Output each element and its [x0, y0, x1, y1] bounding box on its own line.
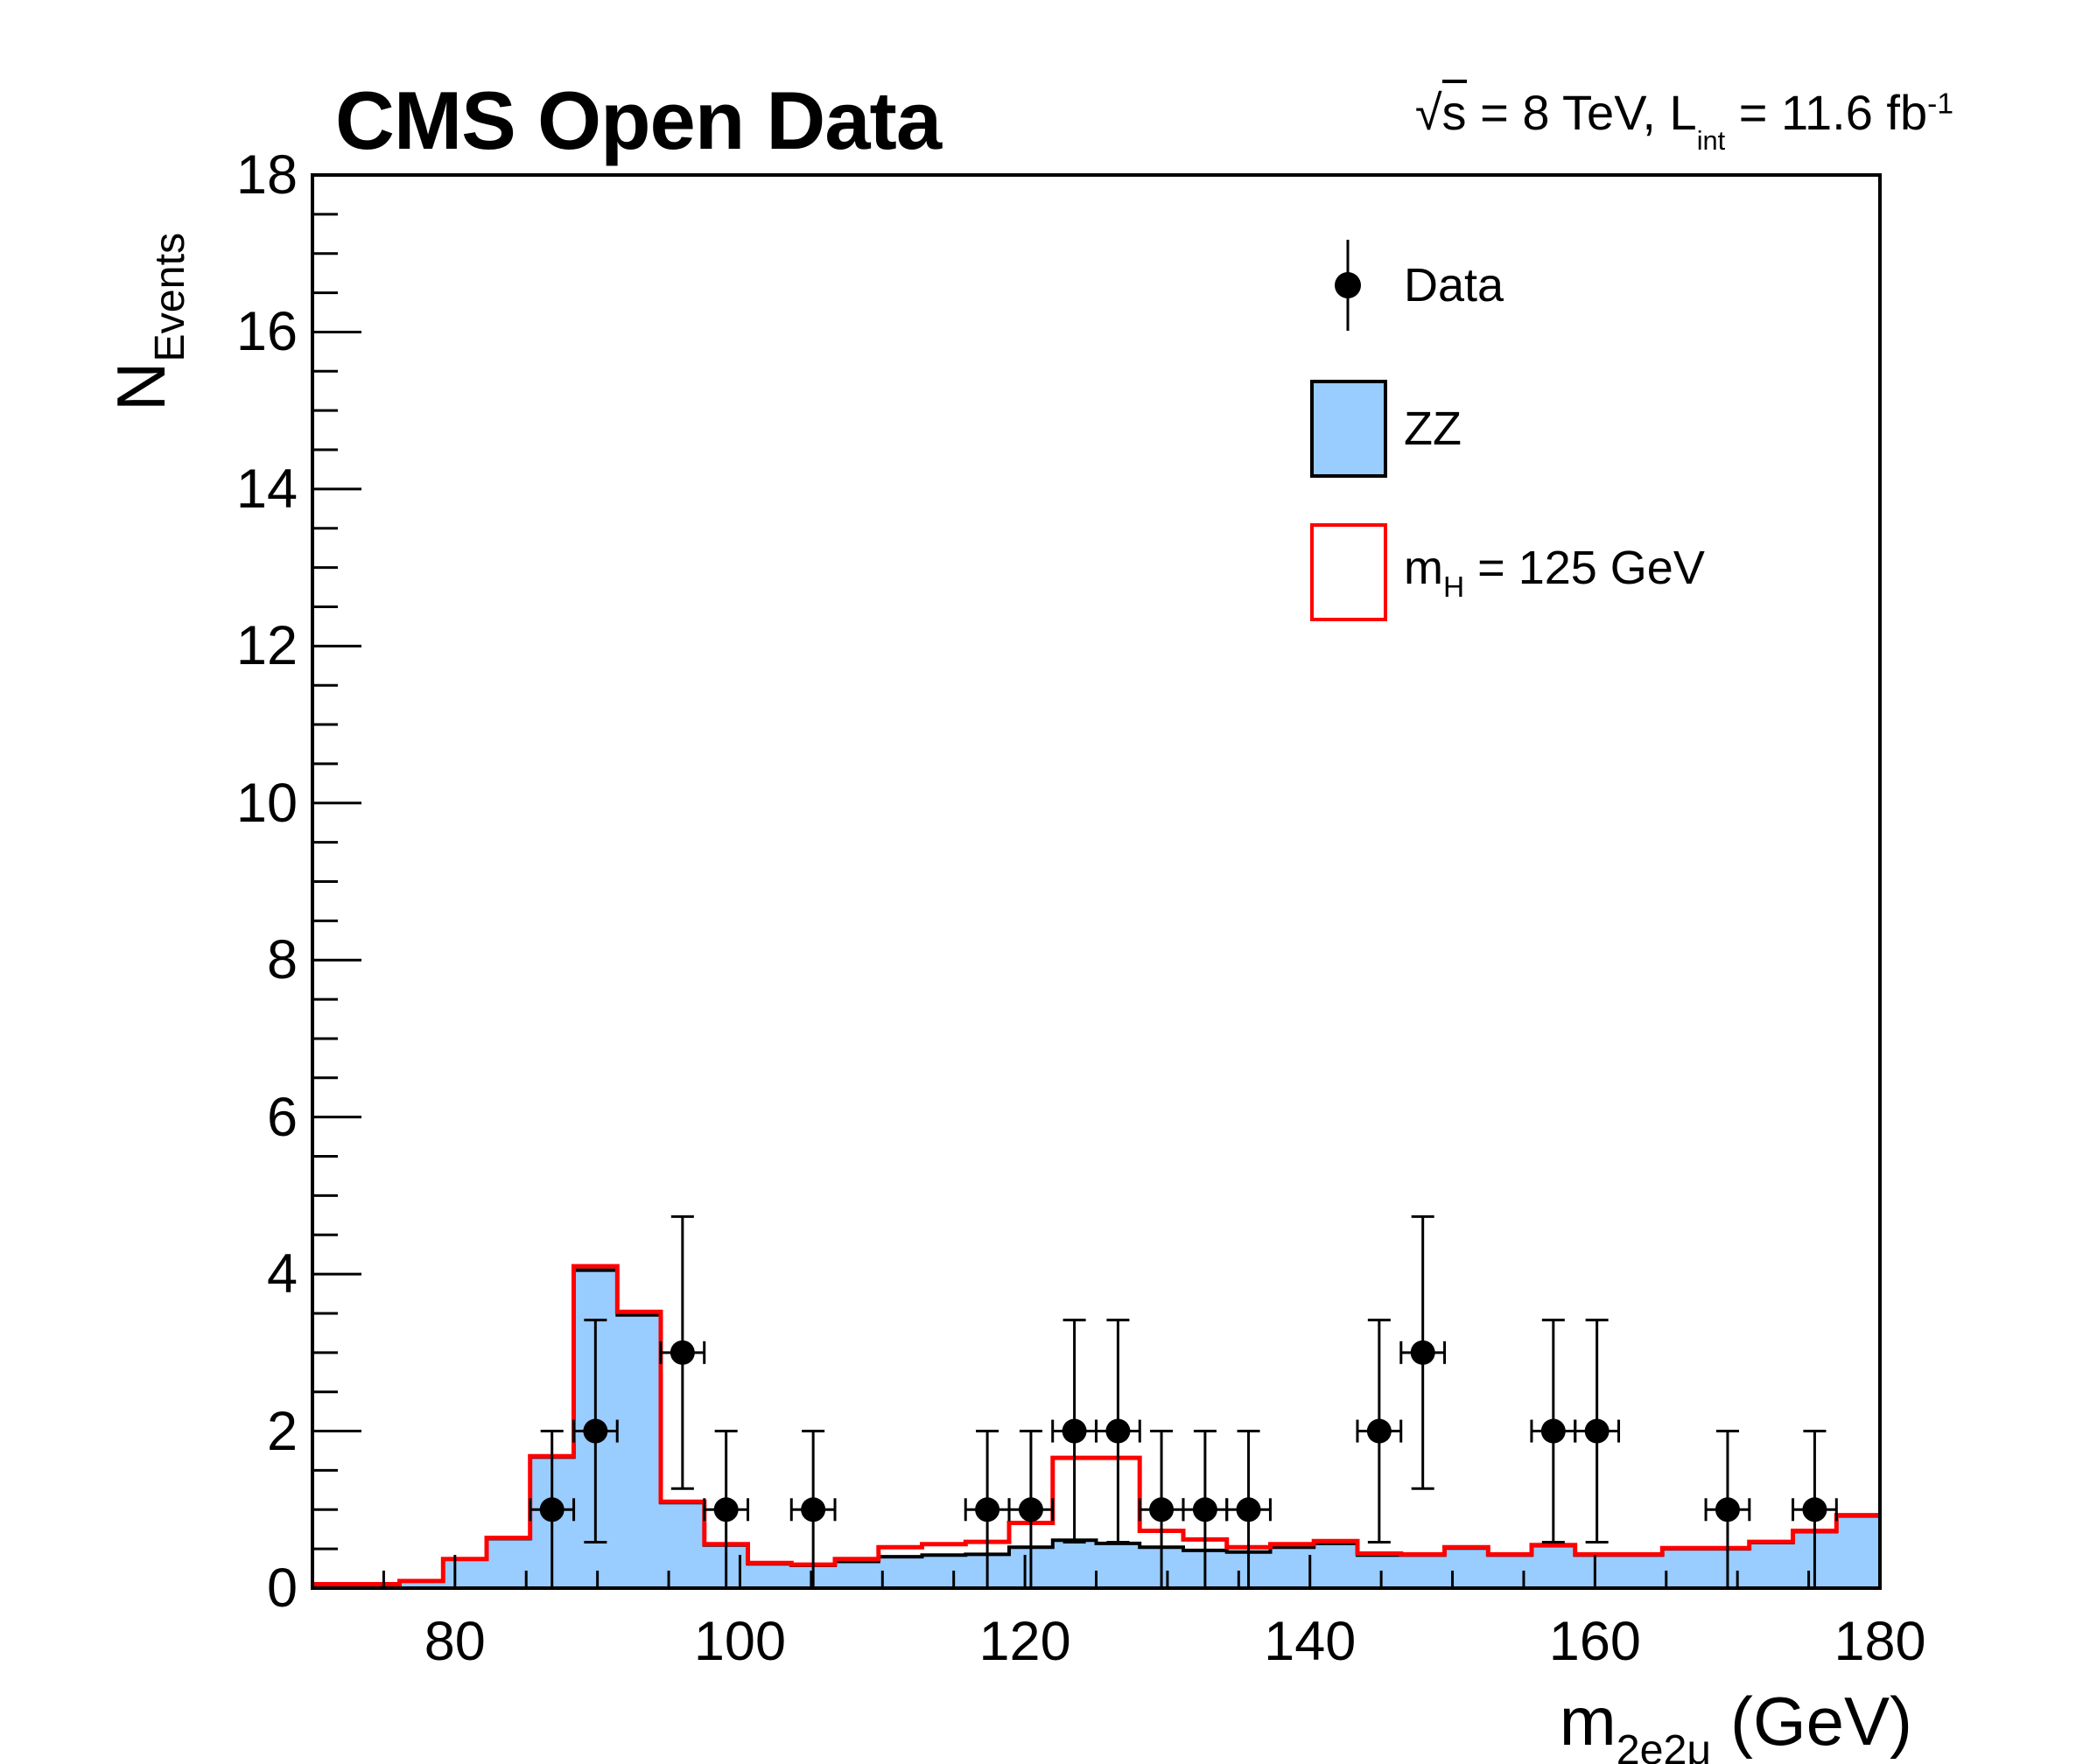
- y-tick-label: 0: [266, 1558, 298, 1619]
- data-point: [572, 1319, 619, 1544]
- data-point: [1225, 1430, 1272, 1590]
- sqrt-sign: √: [1414, 85, 1442, 140]
- y-tick-label: 4: [266, 1243, 298, 1306]
- data-marker: [1540, 1418, 1566, 1444]
- plot-title: CMS Open Data: [335, 74, 942, 166]
- sqrt-s: s: [1441, 80, 1467, 140]
- data-point: [1399, 1214, 1447, 1490]
- y-tick-label: 16: [235, 301, 298, 363]
- y-tick-label: 2: [266, 1400, 298, 1462]
- x-tick-label: 180: [1834, 1611, 1926, 1672]
- data-marker: [1584, 1418, 1610, 1444]
- data-marker: [1366, 1418, 1392, 1444]
- data-marker: [713, 1497, 739, 1522]
- data-point: [659, 1214, 706, 1490]
- legend-higgs-swatch: [1310, 523, 1387, 621]
- y-tick-label: 18: [235, 144, 298, 206]
- x-tick-label: 80: [424, 1611, 486, 1672]
- data-marker: [1236, 1497, 1261, 1522]
- data-point: [529, 1430, 576, 1590]
- y-tick-label: 6: [266, 1086, 298, 1148]
- data-point: [1356, 1319, 1403, 1544]
- legend-zz-swatch: [1310, 380, 1387, 478]
- data-marker: [1062, 1418, 1087, 1444]
- data-marker: [670, 1340, 695, 1365]
- data-marker: [1715, 1497, 1740, 1522]
- data-marker: [975, 1497, 1000, 1522]
- y-tick-label: 10: [235, 772, 298, 834]
- data-point: [1792, 1430, 1838, 1590]
- x-axis-title: m2e2μ (GeV): [1559, 1683, 1912, 1764]
- inverse-fb-exponent: -1: [1927, 88, 1953, 121]
- luminosity-text: √s = 8 TeV, Lint = 11.6 fb-1: [1414, 80, 1953, 157]
- data-point: [1051, 1319, 1098, 1544]
- y-tick-label: 14: [235, 458, 298, 520]
- data-marker: [1018, 1497, 1043, 1522]
- data-marker: [1192, 1497, 1217, 1522]
- data-marker: [1149, 1497, 1175, 1522]
- data-point: [1574, 1319, 1621, 1544]
- x-tick-label: 160: [1548, 1611, 1641, 1672]
- y-tick-label: 12: [235, 615, 298, 677]
- data-marker: [1410, 1340, 1435, 1365]
- x-tick-label: 120: [978, 1611, 1071, 1672]
- data-marker: [801, 1497, 826, 1522]
- data-point: [1095, 1319, 1141, 1544]
- data-marker: [1802, 1497, 1827, 1522]
- data-point: [1138, 1430, 1185, 1590]
- y-tick-label: 8: [266, 929, 298, 991]
- lumi-subscript: int: [1696, 125, 1726, 157]
- data-marker: [1105, 1418, 1131, 1444]
- data-point: [1704, 1430, 1751, 1590]
- legend-data-marker-icon: [1335, 240, 1361, 331]
- plot-frame: [311, 173, 1882, 1590]
- data-point: [703, 1430, 750, 1590]
- data-point: [1007, 1430, 1055, 1590]
- data-marker: [583, 1418, 608, 1444]
- data-point: [1530, 1319, 1577, 1544]
- x-tick-label: 100: [693, 1611, 787, 1672]
- data-marker: [539, 1497, 565, 1522]
- data-point: [789, 1430, 837, 1590]
- x-tick-label: 140: [1264, 1611, 1357, 1672]
